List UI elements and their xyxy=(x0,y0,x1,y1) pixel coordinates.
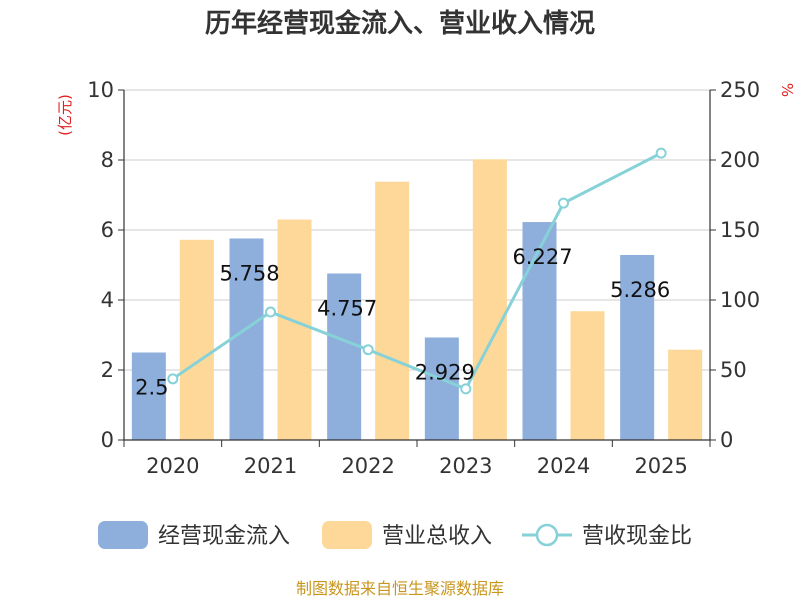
right-tick-label: 100 xyxy=(720,288,760,312)
left-tick-label: 6 xyxy=(101,218,114,242)
legend-swatch xyxy=(322,521,372,549)
x-tick-label: 2020 xyxy=(146,454,199,478)
cash-inflow-data-label: 6.227 xyxy=(512,245,572,269)
x-tick-label: 2023 xyxy=(439,454,492,478)
left-tick-label: 10 xyxy=(87,78,114,102)
cash-inflow-bar xyxy=(424,337,459,440)
x-tick-label: 2024 xyxy=(537,454,590,478)
revenue-bar xyxy=(277,219,312,440)
revenue-bar xyxy=(570,311,605,440)
gridlines xyxy=(124,89,710,371)
cash-inflow-data-label: 2.929 xyxy=(415,360,475,384)
ratio-point xyxy=(167,373,179,385)
cash-inflow-data-label: 2.5 xyxy=(135,376,168,400)
cash-inflow-bar xyxy=(620,254,655,440)
revenue-bar xyxy=(179,239,214,440)
revenue-bar xyxy=(472,159,507,441)
x-tick-label: 2022 xyxy=(341,454,394,478)
source-note: 制图数据来自恒生聚源数据库 xyxy=(296,579,504,598)
chart-title: 历年经营现金流入、营业收入情况 xyxy=(205,8,595,39)
revenue-bar xyxy=(668,349,703,440)
left-tick-label: 8 xyxy=(101,148,114,172)
cash-inflow-data-label: 4.757 xyxy=(317,297,377,321)
ratio-line xyxy=(167,147,667,395)
data-labels: 2.5 5.758 4.757 2.929 6.227 5.286 xyxy=(135,245,670,399)
revenue-bar xyxy=(375,181,410,440)
ratio-point xyxy=(265,306,276,318)
ratio-point xyxy=(655,147,667,159)
legend-label: 营收现金比 xyxy=(582,524,692,549)
legend-label: 经营现金流入 xyxy=(158,524,290,549)
left-tick-label: 4 xyxy=(101,288,114,312)
ratio-point xyxy=(362,344,374,356)
left-axis-unit: (亿元) xyxy=(56,94,74,136)
bars xyxy=(131,159,703,441)
right-tick-label: 50 xyxy=(720,358,747,382)
right-axis-unit: % xyxy=(778,83,796,97)
left-tick-label: 0 xyxy=(101,428,114,452)
legend-label: 营业总收入 xyxy=(382,524,492,549)
cash-inflow-bar xyxy=(131,352,166,440)
right-tick-label: 200 xyxy=(720,148,760,172)
right-tick-label: 0 xyxy=(720,428,733,452)
ratio-line-path xyxy=(171,151,662,391)
cash-inflow-bar xyxy=(522,222,557,440)
right-tick-label: 150 xyxy=(720,218,760,242)
ratio-point xyxy=(460,383,472,395)
legend-marker xyxy=(535,523,559,547)
right-tick-label: 250 xyxy=(720,78,760,102)
legend: 经营现金流入 营业总收入 营收现金比 xyxy=(98,521,692,549)
legend-swatch xyxy=(98,521,148,549)
left-tick-label: 2 xyxy=(101,358,114,382)
ratio-point xyxy=(558,197,569,209)
cash-inflow-data-label: 5.758 xyxy=(219,261,279,285)
cash-inflow-bar xyxy=(327,273,362,440)
cash-inflow-data-label: 5.286 xyxy=(610,278,670,302)
x-tick-label: 2021 xyxy=(244,454,297,478)
cash-inflow-bar xyxy=(229,238,264,440)
x-tick-label: 2025 xyxy=(634,454,687,478)
